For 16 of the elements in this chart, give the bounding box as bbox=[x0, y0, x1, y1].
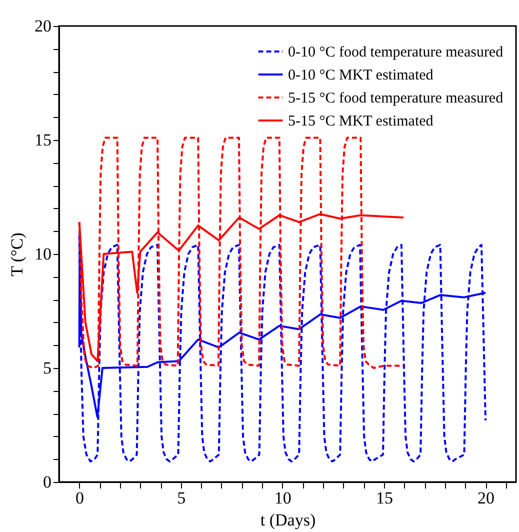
x-tick-label: 20 bbox=[478, 488, 495, 508]
y-axis-title: T (°C) bbox=[8, 232, 26, 276]
x-tick-label: 15 bbox=[376, 488, 393, 508]
x-tick-label: 0 bbox=[76, 488, 84, 508]
legend-label: 0-10 °C MKT estimated bbox=[288, 68, 434, 84]
y-tick-label: 10 bbox=[34, 244, 52, 264]
y-tick-label: 5 bbox=[43, 358, 52, 378]
x-axis-title: t (Days) bbox=[260, 510, 316, 530]
legend-label: 0-10 °C food temperature measured bbox=[288, 44, 504, 60]
legend-label: 5-15 °C food temperature measured bbox=[288, 90, 504, 106]
legend-label: 5-15 °C MKT estimated bbox=[288, 114, 434, 130]
x-tick-label: 5 bbox=[177, 488, 186, 508]
y-tick-label: 15 bbox=[34, 130, 52, 150]
y-tick-label: 0 bbox=[43, 472, 52, 492]
y-tick-label: 20 bbox=[34, 16, 52, 36]
x-tick-label: 10 bbox=[274, 488, 292, 508]
